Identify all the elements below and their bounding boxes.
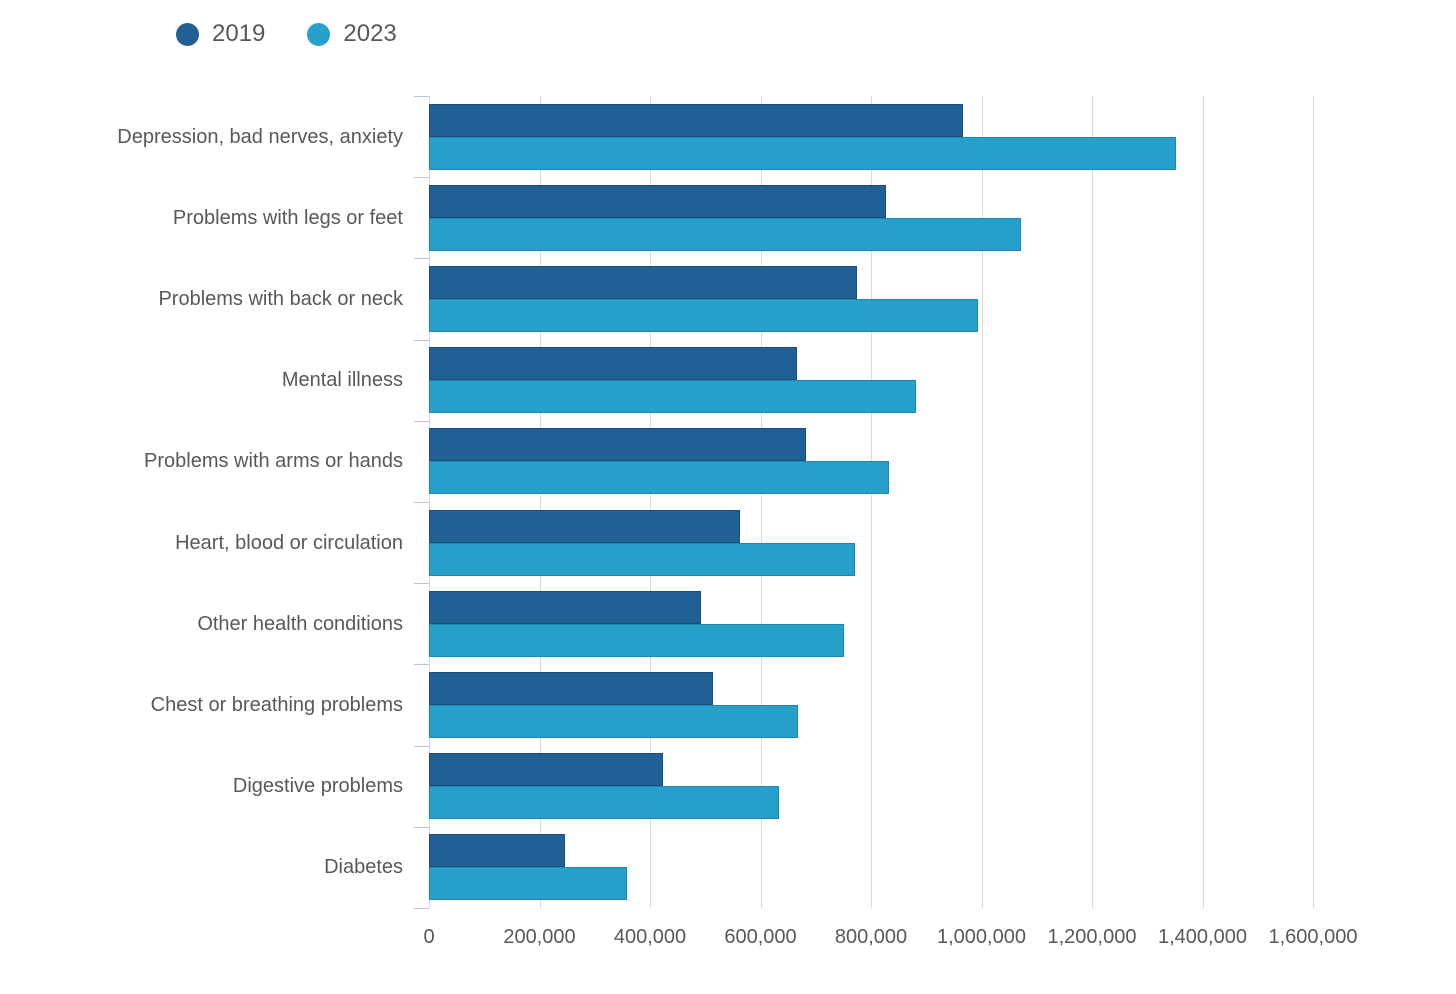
x-axis-tick-label: 400,000 [613,926,687,948]
legend-item-2023[interactable]: 2023 [307,20,397,47]
category-label: Problems with back or neck [158,288,403,310]
bar-2023-diabetes[interactable] [429,867,628,901]
bar-2023-heart-blood-or-circulation[interactable] [429,542,855,576]
gridline [539,96,541,908]
y-axis-tick [414,583,429,585]
y-axis-tick [414,664,429,666]
gridline [1092,96,1093,908]
legend-swatch-icon [176,22,199,46]
gridline [981,96,983,908]
category-label: Chest or breathing problems [150,694,403,716]
bar-2023-digestive-problems[interactable] [429,786,779,820]
bar-2019-problems-with-legs-or-feet[interactable] [429,184,886,218]
gridline [1313,96,1314,908]
bar-2019-digestive-problems[interactable] [429,753,663,787]
gridline [871,96,872,908]
bar-2023-other-health-conditions[interactable] [429,623,845,657]
bar-2023-mental-illness[interactable] [429,380,916,414]
category-label: Diabetes [324,856,403,879]
bar-2019-depression-bad-nerves-anxiety[interactable] [429,103,963,137]
bar-2019-problems-with-arms-or-hands[interactable] [429,428,806,462]
x-axis-tick-label: 1,200,000 [1047,926,1137,948]
bar-2019-heart-blood-or-circulation[interactable] [429,509,740,543]
x-axis-tick-label: 800,000 [834,926,908,948]
y-axis-tick [414,908,429,909]
category-label: Heart, blood or circulation [175,531,403,554]
y-axis-tick [414,258,429,260]
bar-2023-problems-with-arms-or-hands[interactable] [429,461,890,495]
bar-2019-diabetes[interactable] [429,834,566,868]
bar-2019-mental-illness[interactable] [429,347,797,381]
bar-2023-problems-with-legs-or-feet[interactable] [429,217,1022,251]
bar-2019-chest-or-breathing-problems[interactable] [429,672,713,705]
legend-label: 2019 [212,20,266,47]
category-label: Mental illness [281,369,403,392]
bar-2023-depression-bad-nerves-anxiety[interactable] [429,136,1176,170]
bar-2019-problems-with-back-or-neck[interactable] [429,266,857,299]
x-axis-tick-label: 1,000,000 [937,926,1026,948]
legend-swatch-icon [307,22,331,46]
y-axis-tick [414,177,429,179]
legend-item-2019[interactable]: 2019 [176,22,265,46]
y-axis-tick [414,502,429,503]
bar-2019-other-health-conditions[interactable] [429,590,701,624]
x-axis-tick-label: 0 [423,926,435,948]
category-label: Problems with arms or hands [144,450,403,473]
legend-label: 2023 [343,20,397,47]
gridline [650,96,651,908]
category-label: Depression, bad nerves, anxiety [117,125,403,148]
x-axis-tick-label: 1,400,000 [1158,926,1247,948]
category-label: Problems with legs or feet [172,206,403,229]
x-axis-tick-label: 600,000 [724,926,797,948]
category-label: Digestive problems [232,775,403,798]
bar-2023-chest-or-breathing-problems[interactable] [429,705,799,738]
x-axis-tick-label: 200,000 [503,926,576,948]
x-axis-tick-label: 1,600,000 [1268,926,1358,948]
bar-2023-problems-with-back-or-neck[interactable] [429,299,978,332]
y-axis-tick [414,96,429,97]
category-label: Other health conditions [197,612,403,635]
y-axis-tick [414,745,429,747]
gridline [429,96,430,908]
legend: 2019 2023 [176,22,397,46]
gridline [760,96,762,908]
y-axis-tick [414,339,429,341]
y-axis-tick [414,826,429,828]
y-axis-tick [414,420,429,422]
gridline [1202,96,1204,908]
